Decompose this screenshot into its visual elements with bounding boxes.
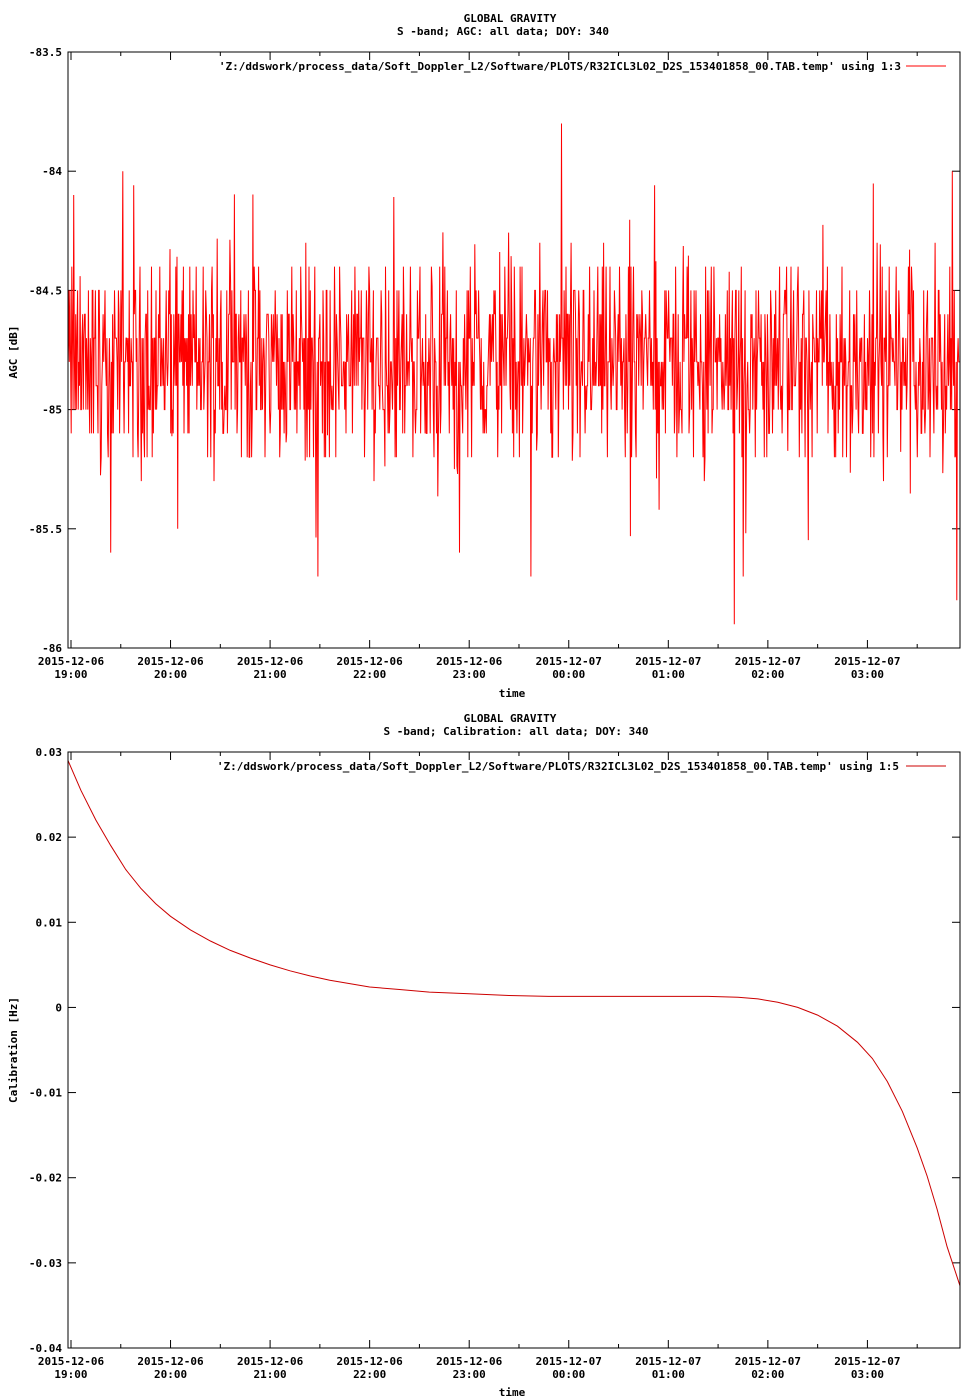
- y-tick-label: -0.04: [29, 1342, 62, 1355]
- legend-label: 'Z:/ddswork/process_data/Soft_Doppler_L2…: [217, 760, 899, 773]
- x-tick-label: 00:00: [552, 668, 585, 681]
- x-tick-label: 03:00: [851, 1368, 884, 1381]
- y-axis-label: Calibration [Hz]: [7, 997, 20, 1103]
- x-tick-label: 2015-12-07: [735, 655, 801, 668]
- x-tick-label: 2015-12-07: [735, 1355, 801, 1368]
- x-tick-label: 2015-12-06: [38, 1355, 105, 1368]
- y-tick-label: -83.5: [29, 46, 62, 59]
- x-tick-label: 2015-12-07: [635, 1355, 701, 1368]
- y-tick-label: -84.5: [29, 284, 62, 297]
- x-tick-label: 2015-12-06: [137, 1355, 204, 1368]
- calibration-chart: GLOBAL GRAVITY S -band; Calibration: all…: [7, 712, 961, 1399]
- series-line: [67, 123, 960, 625]
- y-tick-label: 0.03: [36, 746, 63, 759]
- plot-frame: [67, 751, 961, 1349]
- x-tick-label: 20:00: [154, 1368, 187, 1381]
- series-line: [67, 760, 961, 1286]
- x-tick-label: 22:00: [353, 668, 386, 681]
- x-tick-label: 2015-12-06: [337, 655, 404, 668]
- x-tick-label: 2015-12-06: [237, 655, 304, 668]
- y-tick-label: -0.03: [29, 1257, 62, 1270]
- x-tick-label: 2015-12-07: [536, 655, 602, 668]
- x-tick-label: 2015-12-07: [834, 655, 900, 668]
- x-tick-label: 2015-12-06: [137, 655, 204, 668]
- x-tick-label: 2015-12-06: [237, 1355, 304, 1368]
- x-axis-label: time: [499, 687, 526, 700]
- chart-title: GLOBAL GRAVITY: [464, 712, 557, 725]
- legend-label: 'Z:/ddswork/process_data/Soft_Doppler_L2…: [219, 60, 901, 73]
- y-tick-label: -0.02: [29, 1172, 62, 1185]
- x-tick-label: 19:00: [54, 668, 87, 681]
- x-tick-label: 21:00: [254, 1368, 287, 1381]
- x-tick-label: 01:00: [652, 668, 685, 681]
- y-tick-label: 0.01: [36, 916, 63, 929]
- x-axis-label: time: [499, 1386, 526, 1399]
- x-tick-label: 2015-12-07: [834, 1355, 900, 1368]
- y-tick-label: -85.5: [29, 523, 62, 536]
- x-tick-label: 01:00: [652, 1368, 685, 1381]
- plot-frame: [67, 51, 961, 649]
- x-tick-label: 23:00: [453, 1368, 486, 1381]
- x-tick-label: 2015-12-06: [436, 655, 503, 668]
- x-tick-label: 2015-12-06: [337, 1355, 404, 1368]
- x-tick-label: 03:00: [851, 668, 884, 681]
- y-tick-label: -86: [42, 642, 62, 655]
- x-tick-label: 02:00: [751, 1368, 784, 1381]
- x-tick-label: 00:00: [552, 1368, 585, 1381]
- y-tick-label: -84: [42, 165, 62, 178]
- chart-title: GLOBAL GRAVITY: [464, 12, 557, 25]
- agc-chart: GLOBAL GRAVITY S -band; AGC: all data; D…: [7, 12, 961, 700]
- chart-subtitle: S -band; AGC: all data; DOY: 340: [397, 25, 609, 38]
- x-tick-label: 2015-12-06: [436, 1355, 503, 1368]
- x-tick-label: 02:00: [751, 668, 784, 681]
- x-tick-label: 19:00: [54, 1368, 87, 1381]
- y-tick-label: -0.01: [29, 1087, 62, 1100]
- x-tick-label: 20:00: [154, 668, 187, 681]
- x-tick-label: 22:00: [353, 1368, 386, 1381]
- y-tick-label: -85: [42, 404, 62, 417]
- x-tick-label: 2015-12-07: [635, 655, 701, 668]
- x-tick-label: 23:00: [453, 668, 486, 681]
- y-tick-label: 0.02: [36, 831, 63, 844]
- x-tick-label: 2015-12-07: [536, 1355, 602, 1368]
- x-tick-label: 2015-12-06: [38, 655, 105, 668]
- x-tick-label: 21:00: [254, 668, 287, 681]
- y-axis-label: AGC [dB]: [7, 326, 20, 379]
- y-tick-label: 0: [55, 1001, 62, 1014]
- chart-subtitle: S -band; Calibration: all data; DOY: 340: [384, 725, 649, 738]
